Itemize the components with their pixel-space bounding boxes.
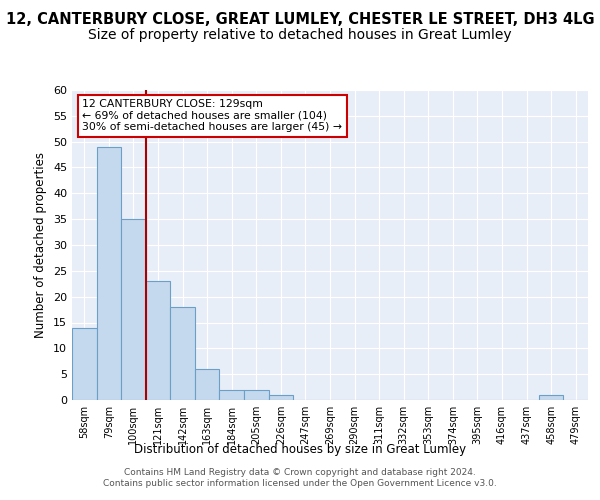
- Bar: [72, 328, 97, 400]
- Bar: [269, 395, 293, 400]
- Text: Contains HM Land Registry data © Crown copyright and database right 2024.
Contai: Contains HM Land Registry data © Crown c…: [103, 468, 497, 487]
- Bar: [97, 147, 121, 400]
- Y-axis label: Number of detached properties: Number of detached properties: [34, 152, 47, 338]
- Bar: [170, 307, 195, 400]
- Bar: [195, 369, 220, 400]
- Text: Size of property relative to detached houses in Great Lumley: Size of property relative to detached ho…: [88, 28, 512, 42]
- Bar: [121, 219, 146, 400]
- Text: 12 CANTERBURY CLOSE: 129sqm
← 69% of detached houses are smaller (104)
30% of se: 12 CANTERBURY CLOSE: 129sqm ← 69% of det…: [82, 100, 343, 132]
- Text: Distribution of detached houses by size in Great Lumley: Distribution of detached houses by size …: [134, 442, 466, 456]
- Bar: [220, 390, 244, 400]
- Text: 12, CANTERBURY CLOSE, GREAT LUMLEY, CHESTER LE STREET, DH3 4LG: 12, CANTERBURY CLOSE, GREAT LUMLEY, CHES…: [5, 12, 595, 28]
- Bar: [146, 281, 170, 400]
- Bar: [244, 390, 269, 400]
- Bar: [539, 395, 563, 400]
